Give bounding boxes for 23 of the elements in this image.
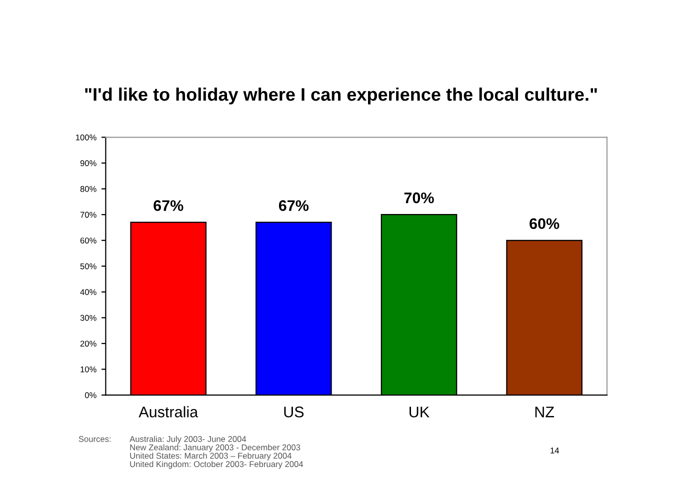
source-note: Sources:	[78, 436, 111, 442]
x-tick-label: NZ	[535, 406, 554, 418]
y-tick-label: 50%	[80, 263, 96, 270]
text: Australia: July 2003- June 2004 New Zealand: January 2003 - December 2003 United States: March 2003 – February 2004 United Kingdom: October 2003- February 2004	[130, 436, 304, 469]
data-label: 70%	[404, 192, 434, 204]
y-tick-label: 70%	[80, 212, 96, 218]
x-tick-label: US	[284, 406, 304, 418]
y-tick-label: 80%	[80, 186, 96, 192]
text: 14	[550, 448, 559, 454]
y-tick-label: 30%	[80, 314, 96, 321]
chart-title: "I'd like to holiday where I can experience the local culture."	[85, 88, 597, 104]
data-label: 67%	[154, 200, 184, 211]
y-tick-label: 60%	[80, 238, 96, 244]
y-tick-label: 20%	[80, 340, 96, 347]
x-tick-label: Australia	[138, 406, 198, 418]
y-tick-label: 0%	[84, 392, 96, 398]
data-label: 60%	[530, 218, 560, 230]
data-label: 67%	[278, 200, 309, 211]
y-tick-label: 100%	[76, 134, 96, 140]
x-tick-label: UK	[410, 406, 430, 418]
y-tick-label: 90%	[80, 160, 96, 166]
y-tick-label: 40%	[80, 289, 96, 296]
y-tick-label: 10%	[80, 366, 96, 372]
